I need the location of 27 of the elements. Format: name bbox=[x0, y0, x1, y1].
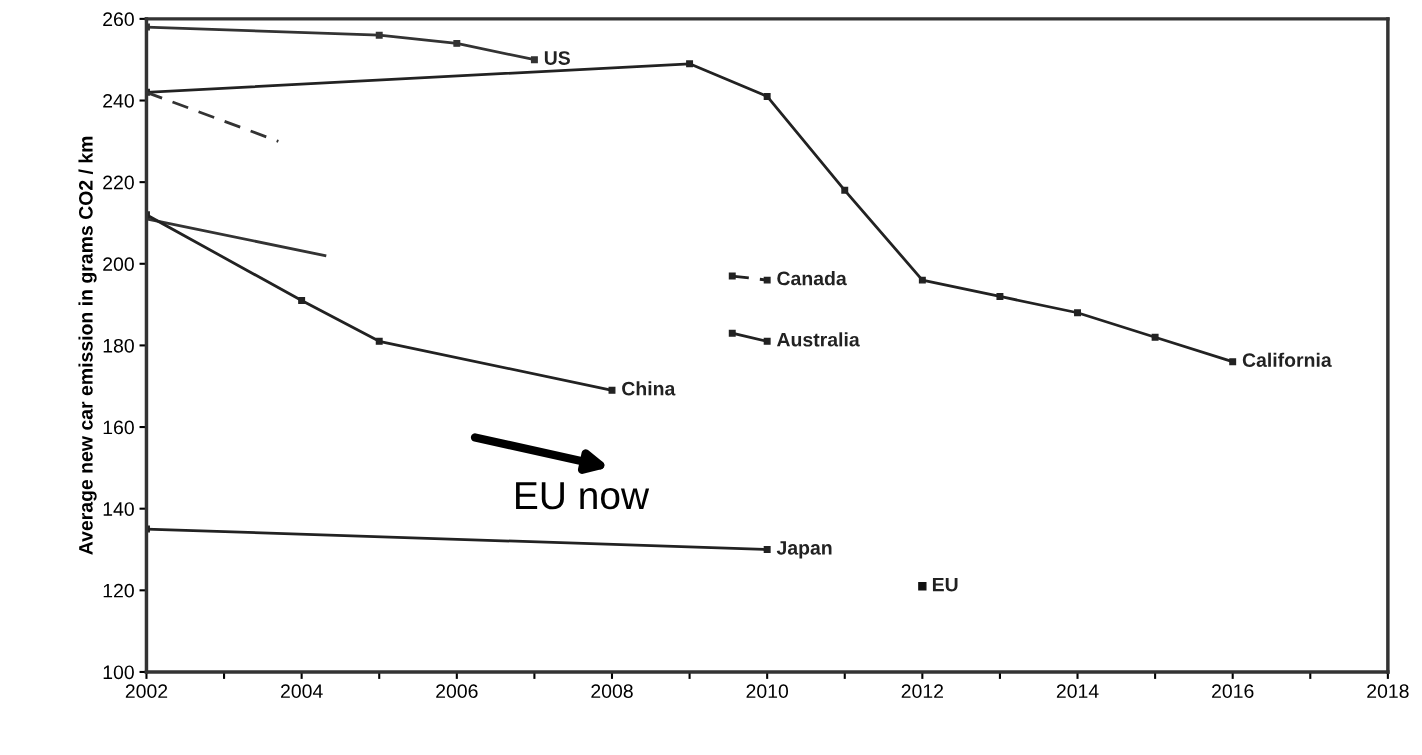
x-tick-label: 2004 bbox=[280, 684, 323, 699]
series-label: China bbox=[622, 381, 676, 396]
y-axis-title: Average new car emission in grams CO2 / km bbox=[78, 136, 97, 555]
y-tick-label: 220 bbox=[103, 175, 134, 190]
x-tick-label: 2016 bbox=[1212, 684, 1254, 699]
y-tick-label: 200 bbox=[103, 257, 134, 272]
y-tick-label: 140 bbox=[103, 502, 134, 516]
y-tick-label: 240 bbox=[103, 93, 134, 108]
series-label: Australia bbox=[776, 332, 860, 347]
y-tick-label: 120 bbox=[103, 583, 134, 598]
y-tick-label: 260 bbox=[103, 12, 134, 27]
x-tick-label: 2010 bbox=[746, 684, 789, 699]
x-tick-label: 2002 bbox=[125, 684, 168, 699]
series-label: EU bbox=[932, 577, 958, 592]
series-label: California bbox=[1242, 352, 1332, 367]
y-tick-label: 180 bbox=[103, 338, 134, 353]
series-label: US bbox=[544, 51, 570, 65]
series-label: Japan bbox=[776, 541, 832, 559]
annotation: EU now bbox=[516, 482, 650, 510]
x-tick-label: 2012 bbox=[901, 684, 943, 699]
x-tick-label: 2018 bbox=[1367, 684, 1409, 699]
y-tick-label: 100 bbox=[103, 665, 134, 680]
series-label: Canada bbox=[777, 271, 847, 286]
x-tick-label: 2008 bbox=[591, 684, 633, 699]
x-tick-label: 2006 bbox=[436, 684, 478, 699]
x-tick-label: 2014 bbox=[1056, 684, 1099, 699]
y-tick-label: 160 bbox=[103, 420, 134, 435]
